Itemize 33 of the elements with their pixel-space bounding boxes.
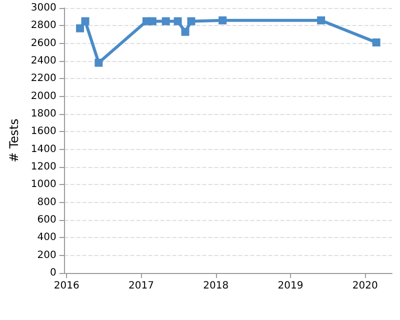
point (76, 24, 84, 32)
point (94, 58, 103, 67)
y-tick-label: 2600 (30, 38, 56, 49)
x-tick-label: 2016 (54, 280, 80, 292)
point (81, 17, 90, 26)
y-tick-label: 800 (37, 196, 56, 208)
y-tick-label: 2000 (30, 90, 56, 102)
point (187, 17, 196, 26)
y-tick-label: 2200 (30, 73, 56, 84)
y-tick-label: 0 (50, 268, 56, 278)
y-tick-label: 1200 (30, 162, 56, 172)
y-tick-label: 3000 (30, 2, 56, 14)
point (317, 16, 326, 24)
point (218, 16, 227, 24)
x-tick-label: 2017 (128, 280, 154, 292)
y-tick-label: 1400 (30, 144, 56, 155)
x-tick-label: 2018 (203, 280, 229, 292)
y-tick-label: 1800 (30, 108, 56, 120)
y-tick-label: 2400 (30, 56, 56, 66)
x-tick-label: 2020 (352, 280, 378, 292)
point (181, 28, 190, 36)
point (174, 17, 182, 26)
y-tick-label: 2800 (30, 20, 56, 32)
y-tick-label: 200 (37, 250, 56, 261)
y-tick-label: 400 (37, 232, 56, 244)
point (372, 38, 380, 46)
y-tick-label: 1000 (30, 179, 56, 190)
y-tick-label: 1600 (30, 126, 56, 138)
point (148, 17, 156, 26)
y-axis-title: # Tests (7, 118, 21, 162)
x-tick-label: 2019 (278, 280, 304, 292)
point (162, 17, 170, 26)
y-tick-label: 600 (37, 214, 56, 226)
